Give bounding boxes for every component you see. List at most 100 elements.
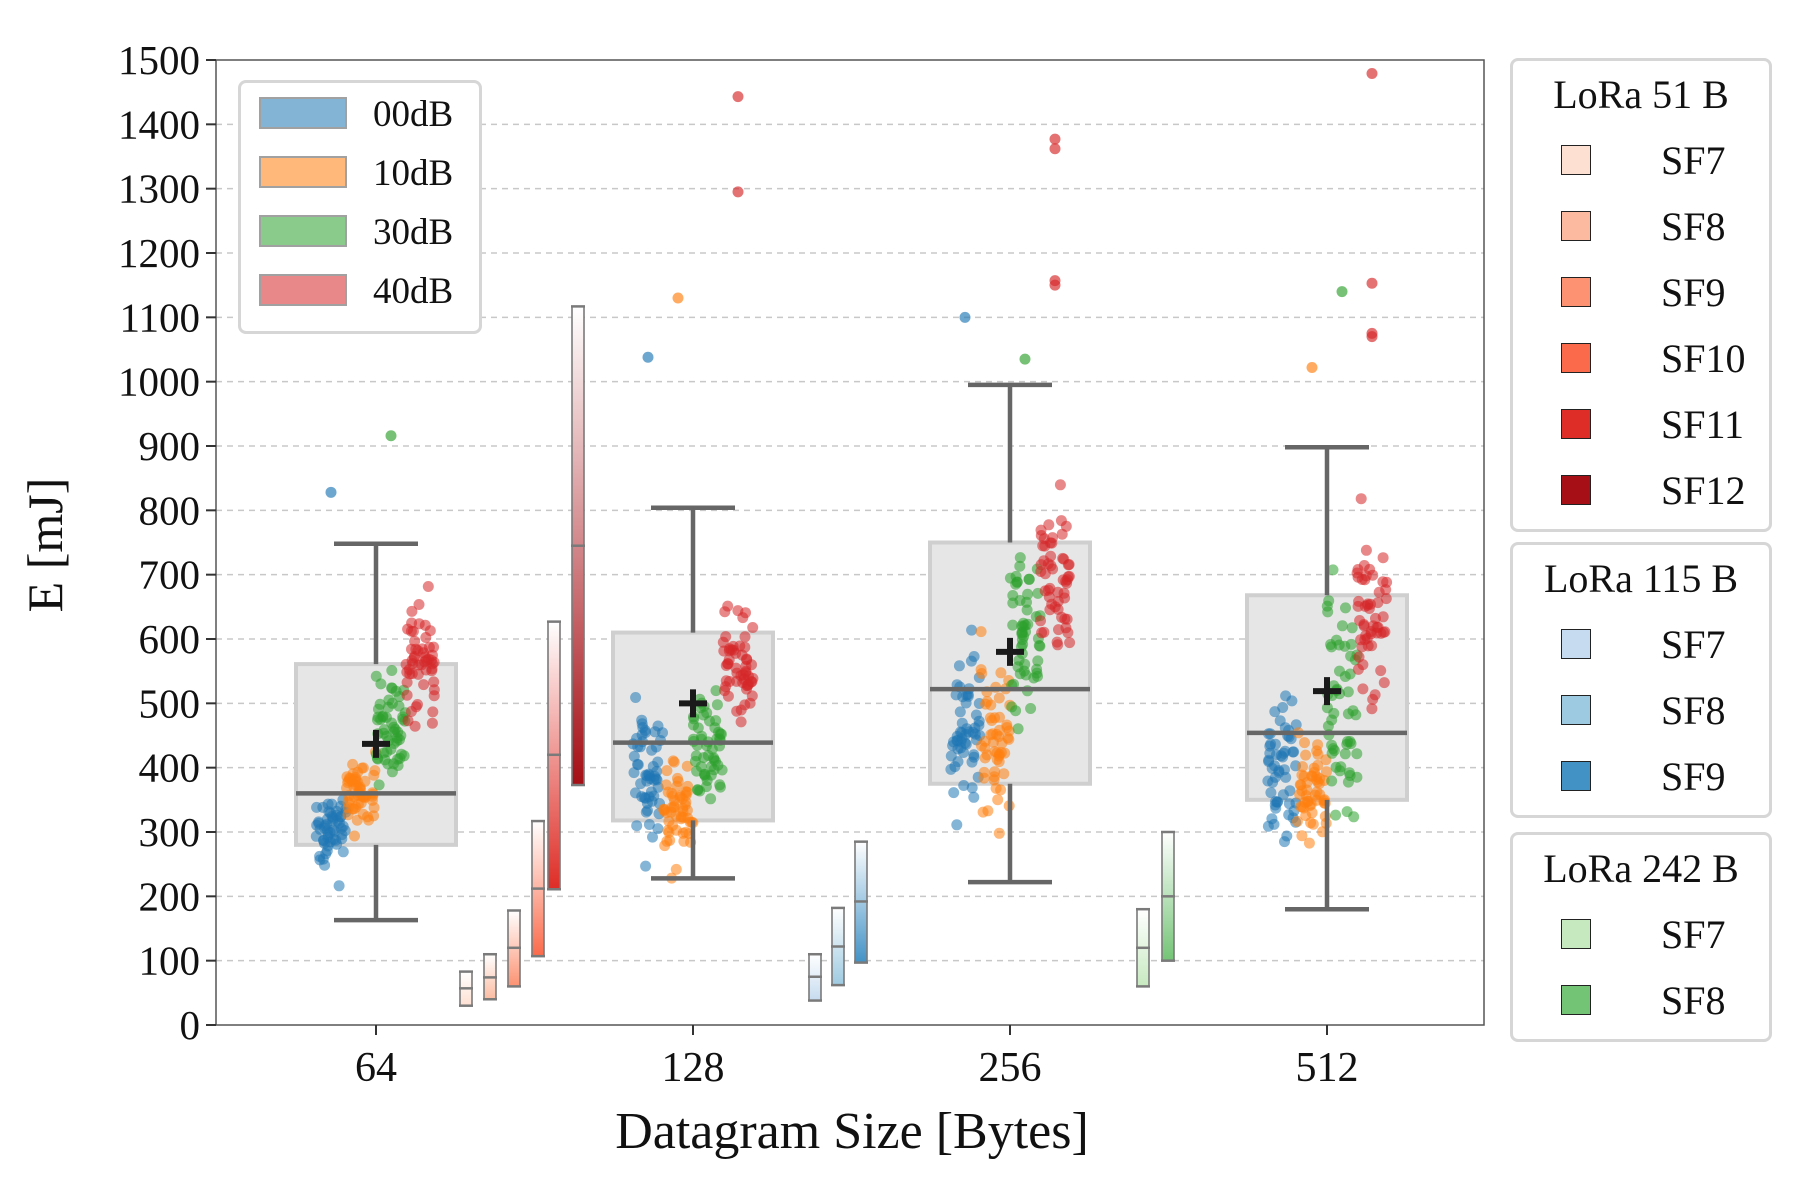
y-tick-label: 1200	[118, 230, 200, 276]
data-point	[1044, 582, 1056, 594]
data-point	[746, 690, 758, 702]
snr-legend-swatch	[259, 97, 347, 129]
lora-legend-title: LoRa 51 B	[1553, 72, 1729, 117]
lora-legend-item: SF10	[1513, 336, 1769, 403]
data-point	[1359, 574, 1371, 586]
outlier-point	[1366, 68, 1378, 80]
data-point	[692, 784, 704, 796]
data-point	[320, 848, 332, 860]
data-point	[956, 717, 968, 729]
snr-legend-swatch	[259, 156, 347, 188]
data-point	[975, 664, 987, 676]
data-point	[413, 599, 425, 610]
data-point	[979, 752, 991, 764]
data-point	[647, 831, 658, 843]
lora-legend-label: SF8	[1661, 204, 1726, 249]
data-point	[1010, 578, 1022, 590]
data-point	[337, 846, 349, 858]
data-point	[1360, 544, 1372, 556]
snr-legend-swatch	[259, 274, 347, 306]
data-point	[705, 793, 717, 805]
data-point	[953, 660, 965, 672]
data-point	[663, 826, 675, 838]
data-point	[1022, 588, 1034, 600]
data-point	[1342, 686, 1354, 698]
data-point	[1277, 789, 1289, 801]
data-point	[330, 834, 342, 846]
data-point	[1373, 586, 1385, 598]
x-tick-label: 256	[979, 1045, 1042, 1091]
data-point	[1287, 746, 1299, 758]
data-point	[642, 805, 653, 817]
data-point	[1277, 702, 1289, 713]
data-point	[1345, 638, 1357, 650]
outlier-point	[1049, 133, 1061, 145]
data-point	[1291, 815, 1303, 827]
data-point	[401, 676, 413, 688]
y-axis-label: E [mJ]	[17, 478, 73, 613]
data-point	[329, 825, 341, 837]
lora-legend-swatch	[1561, 211, 1591, 241]
data-point	[649, 726, 661, 738]
data-point	[386, 665, 398, 676]
data-point	[992, 794, 1004, 806]
data-point	[1054, 479, 1066, 491]
data-point	[368, 769, 380, 781]
data-point	[420, 632, 432, 643]
data-point	[404, 668, 416, 680]
lora-legend-label: SF8	[1661, 688, 1726, 733]
data-point	[632, 759, 644, 771]
data-point	[643, 819, 655, 830]
y-tick-label: 900	[139, 423, 201, 469]
data-point	[1294, 779, 1306, 791]
data-point	[973, 719, 985, 731]
data-point	[739, 631, 751, 643]
lora-legend-item: SF8	[1513, 688, 1769, 755]
x-axis-label: Datagram Size [Bytes]	[615, 1103, 1089, 1160]
data-point	[401, 689, 413, 701]
lora-legend-0: LoRa 51 B SF7 SF8 SF9 SF10 SF11 SF12	[1510, 58, 1772, 532]
data-point	[359, 775, 371, 787]
data-point	[407, 658, 419, 670]
data-point	[1044, 537, 1056, 549]
lora-legend-label: SF10	[1661, 336, 1746, 381]
outlier-point	[959, 311, 971, 323]
lora-legend-label: SF12	[1661, 468, 1746, 513]
data-point	[1007, 619, 1019, 631]
data-point	[1334, 665, 1345, 677]
lora-legend-item: SF9	[1513, 270, 1769, 337]
data-point	[1342, 736, 1353, 747]
data-point	[1336, 620, 1348, 632]
snr-legend-swatch	[259, 215, 347, 247]
data-point	[407, 625, 419, 637]
data-point	[1346, 622, 1358, 634]
data-point	[956, 727, 968, 739]
data-point	[965, 655, 977, 667]
data-point	[1010, 705, 1022, 717]
data-point	[1355, 493, 1367, 505]
data-point	[1303, 837, 1315, 849]
plot-frame	[215, 59, 1485, 1026]
data-point	[1327, 564, 1339, 576]
data-point	[691, 765, 703, 777]
data-point	[373, 779, 385, 791]
data-point	[1273, 766, 1285, 778]
data-point	[426, 717, 438, 729]
data-point	[1002, 732, 1014, 744]
data-point	[706, 743, 718, 755]
y-tick-label: 100	[139, 938, 201, 984]
data-point	[984, 712, 996, 724]
data-point	[1052, 639, 1064, 651]
lora-legend-item: SF8	[1513, 978, 1769, 1045]
y-tick-label: 500	[139, 680, 201, 726]
data-point	[977, 806, 989, 818]
data-point	[1344, 770, 1356, 781]
data-point	[1297, 761, 1308, 773]
data-point	[994, 711, 1005, 723]
data-point	[991, 728, 1003, 740]
lora-legend-1: LoRa 115 B SF7 SF8 SF9	[1510, 542, 1772, 818]
data-point	[1032, 655, 1044, 667]
data-point	[1330, 809, 1342, 821]
data-point	[1339, 748, 1351, 760]
data-point	[1307, 818, 1319, 830]
